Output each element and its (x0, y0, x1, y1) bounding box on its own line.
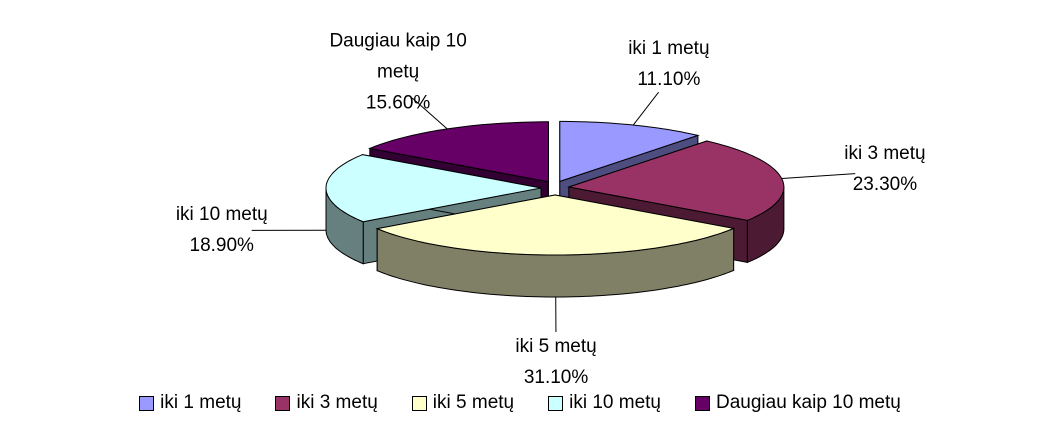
leader-line (632, 91, 660, 126)
legend-item: iki 3 metų (275, 392, 378, 414)
category-label: Daugiau kaip 10 metų (329, 30, 467, 83)
legend-swatch (139, 395, 155, 411)
data-label: Daugiau kaip 10 metų 15.60% (323, 25, 473, 118)
value-label: 11.10% (637, 68, 701, 90)
legend-swatch (548, 395, 564, 411)
category-label: iki 5 metų (515, 335, 597, 357)
data-label: iki 5 metų 31.10% (481, 331, 631, 393)
data-label: iki 3 metų 23.30% (810, 138, 960, 200)
legend: iki 1 metų iki 3 metų iki 5 metų iki 10 met… (0, 392, 1040, 414)
leader-line (411, 97, 448, 130)
value-label: 15.60% (365, 92, 431, 114)
legend-item: iki 5 metų (411, 392, 515, 414)
data-label: iki 1 metų 11.10% (594, 33, 744, 95)
value-label: 18.90% (189, 235, 254, 257)
legend-swatch (411, 395, 427, 411)
legend-swatch (275, 395, 291, 411)
data-label: iki 10 metų 18.90% (147, 199, 297, 261)
value-label: 23.30% (852, 174, 918, 196)
slice (325, 154, 542, 223)
slice (566, 140, 785, 221)
slice (559, 120, 700, 183)
category-label: iki 3 metų (844, 143, 926, 165)
legend-item: Daugiau kaip 10 metų (694, 392, 901, 414)
slice (375, 194, 736, 256)
slice (368, 121, 549, 183)
legend-swatch (694, 395, 710, 411)
leader-line (781, 173, 856, 180)
legend-item: iki 10 metų (548, 392, 661, 414)
legend-label: iki 5 metų (432, 392, 515, 413)
legend-label: iki 1 metų (160, 392, 242, 413)
legend-label: iki 10 metų (569, 392, 661, 413)
legend-label: Daugiau kaip 10 metų (715, 392, 901, 413)
legend-item: iki 1 metų (139, 392, 241, 414)
legend-label: iki 3 metų (296, 392, 378, 413)
category-label: iki 10 metų (175, 204, 268, 226)
value-label: 31.10% (523, 366, 589, 388)
category-label: iki 1 metų (628, 37, 710, 59)
